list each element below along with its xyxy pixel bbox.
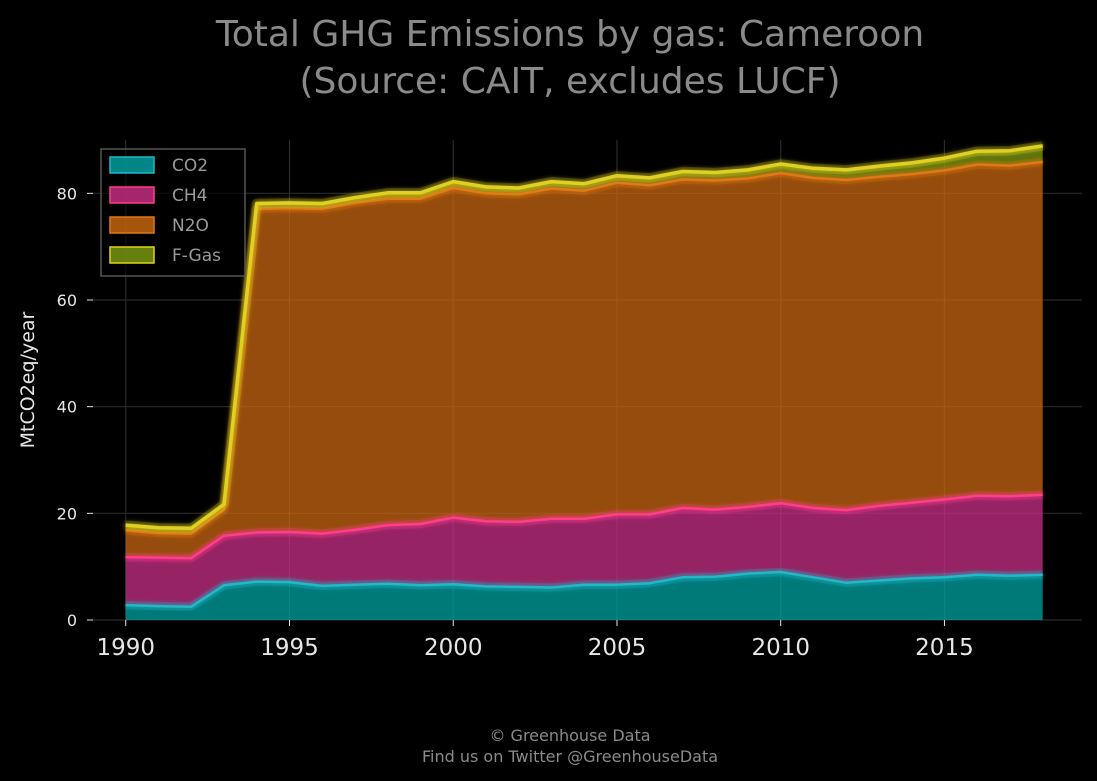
legend-swatch-n2o xyxy=(109,216,155,234)
legend-item-co2: CO2 xyxy=(109,156,208,176)
line-layer xyxy=(125,141,1044,611)
y-tick-label: 80 xyxy=(57,184,77,203)
legend-swatch-ch4 xyxy=(109,186,155,204)
chart-title: Total GHG Emissions by gas: Cameroon xyxy=(215,14,924,55)
legend-label-f-gas: F-Gas xyxy=(172,246,221,266)
area-co2 xyxy=(125,572,1043,620)
area-n2o xyxy=(125,161,1043,559)
legend-label-n2o: N2O xyxy=(172,216,209,236)
y-tick-label: 60 xyxy=(57,291,77,310)
legend-swatch-f-gas xyxy=(109,246,155,264)
x-tick-label: 2010 xyxy=(751,635,810,661)
legend-item-f-gas: F-Gas xyxy=(109,246,221,266)
x-tick-label: 2015 xyxy=(915,635,974,661)
legend-label-co2: CO2 xyxy=(172,156,208,176)
y-tick-label: 0 xyxy=(67,611,77,630)
area-layer xyxy=(125,145,1043,620)
line-co2 xyxy=(125,570,1043,608)
y-axis-label: MtCO2eq/year xyxy=(17,311,39,448)
line-ch4 xyxy=(125,493,1043,560)
legend-item-ch4: CH4 xyxy=(109,186,207,206)
chart-subtitle: (Source: CAIT, excludes LUCF) xyxy=(299,61,840,102)
footer-twitter: Find us on Twitter @GreenhouseData xyxy=(422,747,718,766)
x-tick-label: 1990 xyxy=(96,635,155,661)
legend-label-ch4: CH4 xyxy=(172,186,207,206)
y-tick-label: 40 xyxy=(57,398,77,417)
axes: 0 20 40 60 80 1990 1995 2000 2005 2010 2015 xyxy=(57,184,974,661)
x-tick-label: 1995 xyxy=(260,635,319,661)
line-f-gas xyxy=(125,144,1043,531)
x-tick-label: 2000 xyxy=(424,635,483,661)
line-n2o xyxy=(125,160,1043,535)
y-tick-label: 20 xyxy=(57,504,77,523)
legend: CO2 CH4 N2O F-Gas xyxy=(100,148,246,277)
legend-swatch-co2 xyxy=(109,156,155,174)
area-ch4 xyxy=(125,494,1043,607)
x-tick-label: 2005 xyxy=(588,635,647,661)
legend-item-n2o: N2O xyxy=(109,216,209,236)
footer-copyright: © Greenhouse Data xyxy=(489,726,650,745)
